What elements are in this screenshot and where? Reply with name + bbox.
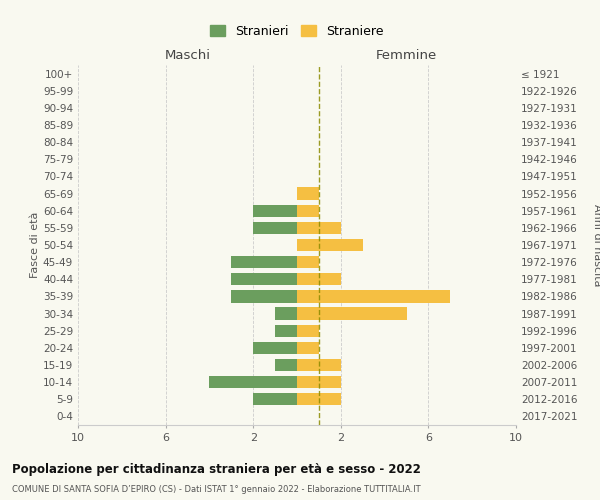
Bar <box>253 222 297 234</box>
Text: Femmine: Femmine <box>376 48 437 62</box>
Bar <box>297 290 450 302</box>
Bar <box>253 393 297 406</box>
Text: Popolazione per cittadinanza straniera per età e sesso - 2022: Popolazione per cittadinanza straniera p… <box>12 462 421 475</box>
Bar <box>297 273 341 285</box>
Bar <box>253 204 297 217</box>
Bar <box>232 273 297 285</box>
Bar <box>253 342 297 354</box>
Bar <box>232 290 297 302</box>
Bar <box>297 256 319 268</box>
Bar <box>275 308 297 320</box>
Bar <box>297 188 319 200</box>
Y-axis label: Anni di nascita: Anni di nascita <box>592 204 600 286</box>
Bar <box>297 239 362 251</box>
Bar <box>297 308 407 320</box>
Bar <box>297 222 341 234</box>
Bar <box>297 324 319 337</box>
Text: Maschi: Maschi <box>164 48 211 62</box>
Legend: Stranieri, Straniere: Stranieri, Straniere <box>206 21 388 42</box>
Bar <box>297 204 319 217</box>
Bar <box>297 359 341 371</box>
Y-axis label: Fasce di età: Fasce di età <box>30 212 40 278</box>
Bar <box>275 324 297 337</box>
Bar <box>232 256 297 268</box>
Bar <box>297 342 319 354</box>
Text: COMUNE DI SANTA SOFIA D’EPIRO (CS) - Dati ISTAT 1° gennaio 2022 - Elaborazione T: COMUNE DI SANTA SOFIA D’EPIRO (CS) - Dat… <box>12 485 421 494</box>
Bar <box>209 376 297 388</box>
Bar <box>275 359 297 371</box>
Bar <box>297 376 341 388</box>
Bar <box>297 393 341 406</box>
